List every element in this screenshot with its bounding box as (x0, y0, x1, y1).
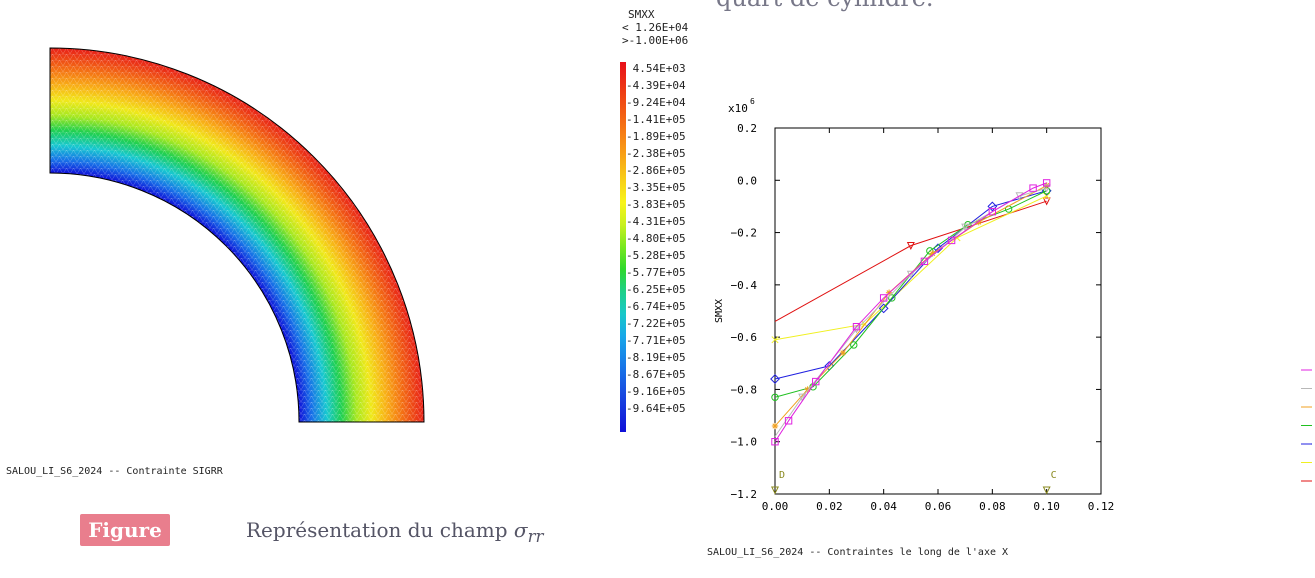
y-tick-label: −0.8 (731, 383, 758, 396)
series-20 (775, 185, 1050, 437)
data-point (772, 423, 778, 429)
point-label: C (1051, 470, 1057, 481)
colorbar-labels: 4.54E+034.39E+049.24E+041.41E+051.89E+05… (626, 62, 686, 419)
legend-entry-analytique: Analytique (1301, 364, 1312, 377)
left-plot-caption: SALOU_LI_S6_2024 -- Contrainte SIGRR (6, 466, 223, 477)
y-tick-label: −0.6 (731, 331, 758, 344)
series-line (775, 201, 1047, 321)
data-point (1043, 198, 1049, 204)
x-tick-label: 0.00 (762, 500, 789, 513)
legend-value: 5.77E+05 (626, 266, 686, 283)
point-label: D (779, 470, 785, 481)
legend-entry-3: 3 (1301, 457, 1312, 470)
legend-value: 4.39E+04 (626, 79, 686, 96)
y-tick-label: −0.2 (731, 227, 758, 240)
legend-value: 7.22E+05 (626, 317, 686, 334)
y-tick-label: −1.2 (731, 488, 758, 501)
page-heading-fragment: quart de cylindre. (716, 0, 934, 12)
legend-value: 3.35E+05 (626, 181, 686, 198)
figure-number-badge: Figure 5. (80, 514, 170, 546)
legend-entry-20: 20 (1301, 383, 1312, 396)
legend-value: 8.19E+05 (626, 351, 686, 368)
x-tick-label: 0.10 (1033, 500, 1060, 513)
y-axis-label: SMXX (714, 299, 725, 323)
legend-value: 4.80E+05 (626, 232, 686, 249)
legend-value: 2.38E+05 (626, 147, 686, 164)
legend-min: >-1.00E+06 (618, 34, 688, 47)
legend-value: 8.67E+05 (626, 368, 686, 385)
legend-title: SMXX (618, 8, 688, 21)
figure-caption-symbol: σ (514, 518, 528, 542)
figure-caption: Représentation du champ σrr (246, 514, 544, 553)
legend-entry-2: 2 (1301, 475, 1312, 488)
legend-entry-4: 4 (1301, 438, 1312, 451)
legend-value: 9.64E+05 (626, 402, 686, 419)
legend-max: < 1.26E+04 (618, 21, 688, 34)
x-tick-label: 0.04 (870, 500, 897, 513)
series-5 (772, 188, 1050, 401)
legend-value: 7.71E+05 (626, 334, 686, 351)
figure-caption-text: Représentation du champ (246, 518, 508, 542)
series-12 (772, 182, 1050, 429)
series-3 (772, 193, 1050, 343)
legend-entry-12: 12 (1301, 401, 1312, 414)
series-4 (771, 187, 1051, 384)
legend-entry-5: 5 (1301, 420, 1312, 433)
y-tick-label: 0.0 (737, 174, 757, 187)
figure-caption-subscript: rr (528, 527, 544, 546)
stress-line-chart: 0.00 0.02 0.04 0.06 0.08 0.10 0.12 0.2 0.0 −0.2 −0… (700, 90, 1312, 514)
y-tick-label: −1.0 (731, 436, 758, 449)
legend-value: 5.28E+05 (626, 249, 686, 266)
mesh-overlay (50, 48, 424, 422)
y-multiplier: x10 (728, 102, 748, 115)
series-line (775, 191, 1047, 379)
series-line (775, 186, 1047, 427)
x-tick-label: 0.02 (816, 500, 843, 513)
legend-value: 4.31E+05 (626, 215, 686, 232)
legend-value: 3.83E+05 (626, 198, 686, 215)
y-tick-label: −0.4 (731, 279, 758, 292)
series-analytique (772, 180, 1050, 445)
legend-value: 9.24E+04 (626, 96, 686, 113)
y-tick-label: 0.2 (737, 122, 757, 135)
series-line (775, 183, 1047, 442)
legend-value: 4.54E+03 (626, 62, 686, 79)
series-line (775, 191, 1047, 398)
stress-field-plot (0, 0, 440, 440)
x-tick-label: 0.06 (925, 500, 952, 513)
color-legend: SMXX < 1.26E+04 >-1.00E+06 4.54E+034.39E… (618, 8, 688, 47)
legend-value: 2.86E+05 (626, 164, 686, 181)
legend-value: 1.89E+05 (626, 130, 686, 147)
x-tick-label: 0.12 (1088, 500, 1115, 513)
legend-value: 6.25E+05 (626, 283, 686, 300)
right-plot-caption: SALOU_LI_S6_2024 -- Contraintes le long … (707, 547, 1008, 558)
series-2 (775, 198, 1050, 321)
legend-value: 9.16E+05 (626, 385, 686, 402)
plot-frame (775, 128, 1101, 494)
series-line (775, 188, 1047, 436)
legend-value: 1.41E+05 (626, 113, 686, 130)
y-exponent: 6 (750, 97, 755, 106)
series-line (775, 196, 1047, 340)
x-tick-label: 0.08 (979, 500, 1006, 513)
legend-value: 6.74E+05 (626, 300, 686, 317)
